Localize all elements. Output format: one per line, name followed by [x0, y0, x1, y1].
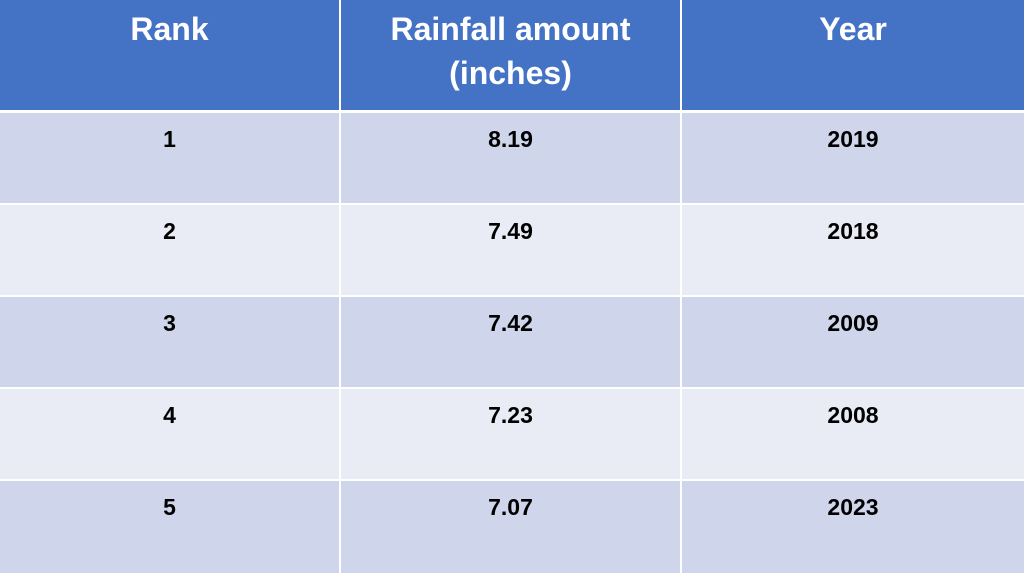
table-row-1-rank: 1	[0, 113, 341, 205]
header-rainfall-label-line1: Rainfall amount	[390, 11, 631, 47]
table-row-3-rainfall: 7.42	[341, 297, 682, 389]
table-row-3-year: 2009	[682, 297, 1024, 389]
table-row-5-rainfall: 7.07	[341, 481, 682, 575]
header-rainfall-label-line2: (inches)	[449, 55, 572, 91]
header-rank: Rank	[0, 0, 341, 113]
header-rank-label: Rank	[130, 11, 209, 47]
header-year-label: Year	[819, 11, 887, 47]
table-row-2-rank: 2	[0, 205, 341, 297]
table-row-5-rank: 5	[0, 481, 341, 575]
table-row-1-year: 2019	[682, 113, 1024, 205]
table-row-1-rainfall: 8.19	[341, 113, 682, 205]
table-row-4-rank: 4	[0, 389, 341, 481]
table-row-2-rainfall: 7.49	[341, 205, 682, 297]
header-rainfall: Rainfall amount (inches)	[341, 0, 682, 113]
table-row-2-year: 2018	[682, 205, 1024, 297]
table-row-3-rank: 3	[0, 297, 341, 389]
table-row-4-year: 2008	[682, 389, 1024, 481]
header-year: Year	[682, 0, 1024, 113]
table-row-5-year: 2023	[682, 481, 1024, 575]
table-row-4-rainfall: 7.23	[341, 389, 682, 481]
